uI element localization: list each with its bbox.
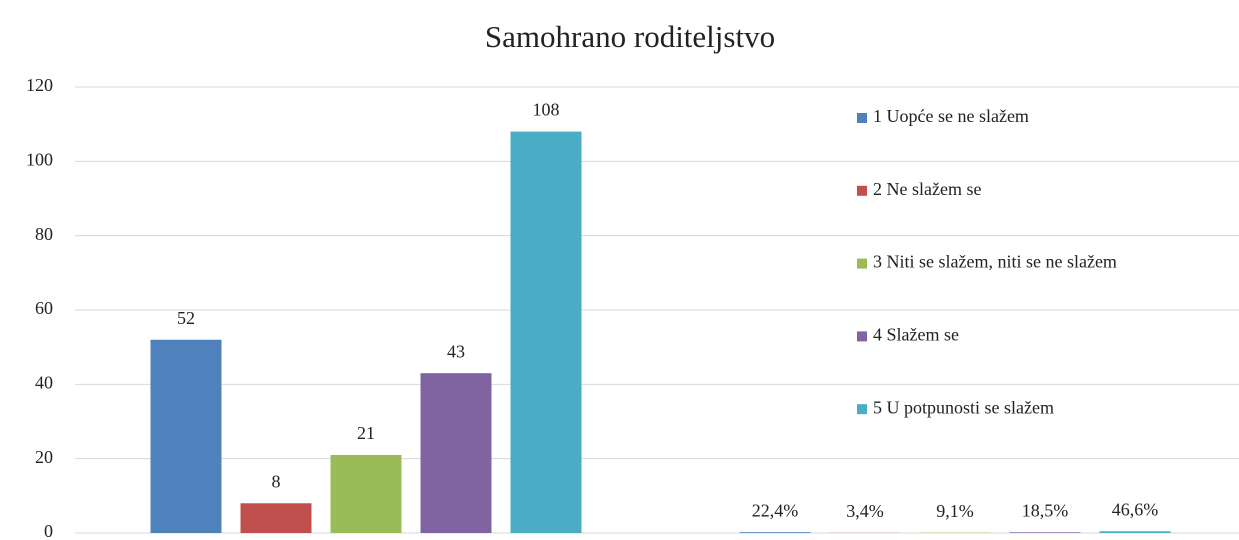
y-tick-label: 80 [35, 224, 53, 244]
y-tick-label: 100 [26, 149, 53, 169]
data-label: 21 [357, 423, 375, 443]
legend-label: 3 Niti se slažem, niti se ne slažem [873, 252, 1117, 272]
y-tick-label: 120 [26, 75, 53, 95]
legend-swatch [857, 185, 867, 196]
bar [420, 373, 492, 533]
data-label: 8 [272, 471, 281, 491]
legend-swatch [857, 113, 867, 123]
legend-label: 4 Slažem se [873, 325, 959, 345]
y-tick-label: 20 [35, 447, 53, 467]
bar [1099, 531, 1171, 533]
bar [1009, 532, 1081, 533]
data-label: 46,6% [1112, 499, 1159, 519]
data-label: 3,4% [846, 501, 884, 521]
bar [240, 503, 312, 533]
bar [150, 339, 222, 533]
data-label: 52 [177, 308, 195, 328]
data-label: 43 [447, 341, 465, 361]
data-label: 22,4% [752, 500, 799, 520]
y-tick-label: 60 [35, 298, 53, 318]
data-label: 9,1% [936, 501, 974, 521]
bar [739, 532, 811, 533]
y-tick-label: 40 [35, 372, 53, 392]
legend-label: 2 Ne slažem se [873, 179, 981, 199]
legend-swatch [857, 258, 867, 269]
legend-swatch [857, 404, 867, 415]
legend-swatch [857, 331, 867, 342]
bar [330, 454, 402, 533]
legend-label: 1 Uopće se ne slažem [873, 106, 1029, 126]
legend-label: 5 U potpunosti se slažem [873, 397, 1054, 417]
chart-title: Samohrano roditeljstvo [485, 19, 775, 54]
bar [510, 131, 582, 533]
data-label: 18,5% [1022, 500, 1069, 520]
data-label: 108 [533, 100, 560, 120]
y-tick-label: 0 [44, 521, 53, 540]
